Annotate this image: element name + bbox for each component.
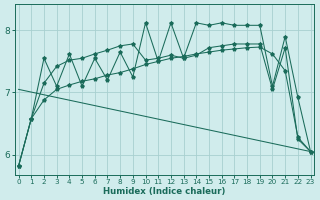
- X-axis label: Humidex (Indice chaleur): Humidex (Indice chaleur): [103, 187, 226, 196]
